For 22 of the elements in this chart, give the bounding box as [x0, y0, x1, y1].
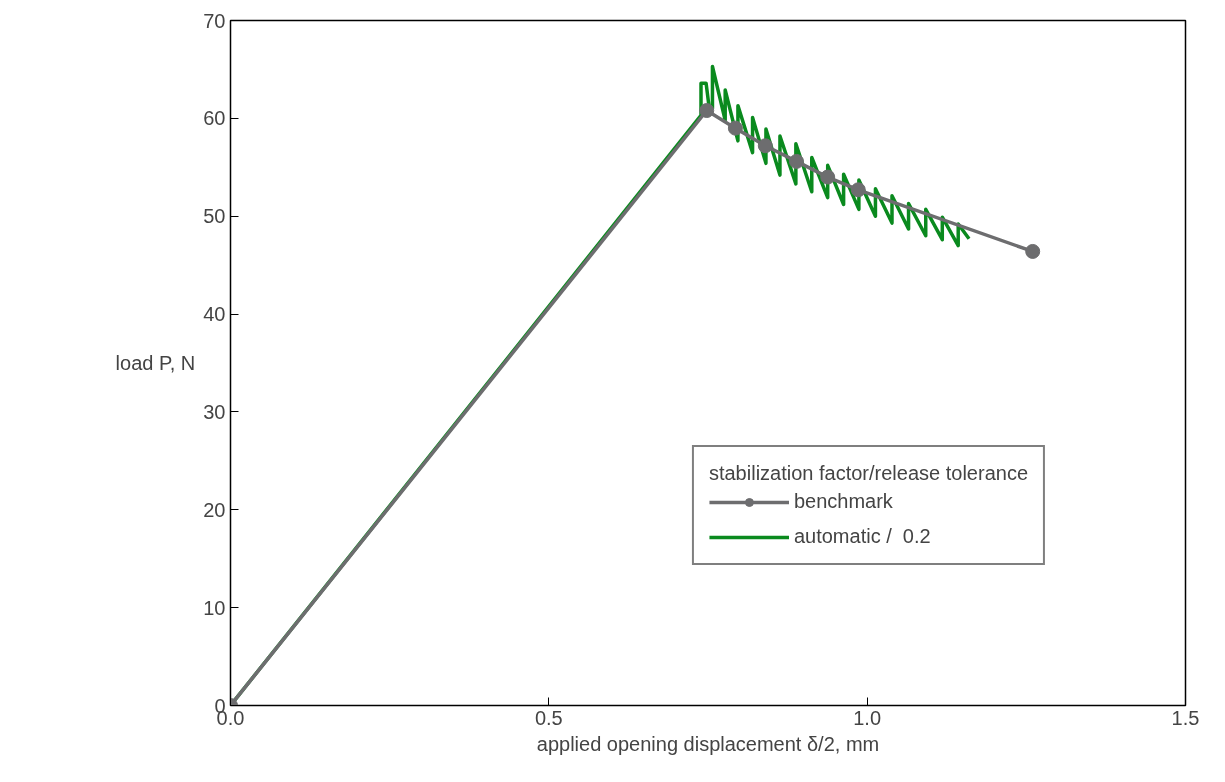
y-tick-label: 70 — [203, 9, 226, 32]
point — [727, 120, 743, 136]
y-tick-label: 20 — [203, 498, 226, 521]
legend-title: stabilization factor/release tolerance — [708, 462, 1028, 485]
x-tick-label: 1.0 — [853, 706, 882, 729]
y-tick-label: 10 — [203, 596, 226, 619]
y-tick-label: 30 — [203, 400, 226, 423]
point — [789, 153, 804, 169]
point — [699, 103, 715, 119]
point — [820, 169, 836, 185]
point — [757, 138, 773, 154]
x-tick-label: 1.5 — [1171, 706, 1200, 729]
legend-label: automatic / 0.2 — [793, 525, 931, 548]
x-axis-title: applied opening displacement δ/2, mm — [536, 732, 880, 755]
y-tick-label: 50 — [203, 205, 226, 228]
y-tick-label: 60 — [203, 107, 226, 130]
legend-label: benchmark — [793, 490, 893, 513]
y-axis-title: load P, N — [115, 352, 196, 374]
x-tick-label: 0.5 — [534, 706, 563, 729]
y-tick-label: 40 — [203, 303, 226, 326]
point — [1025, 243, 1041, 259]
point — [850, 182, 866, 198]
